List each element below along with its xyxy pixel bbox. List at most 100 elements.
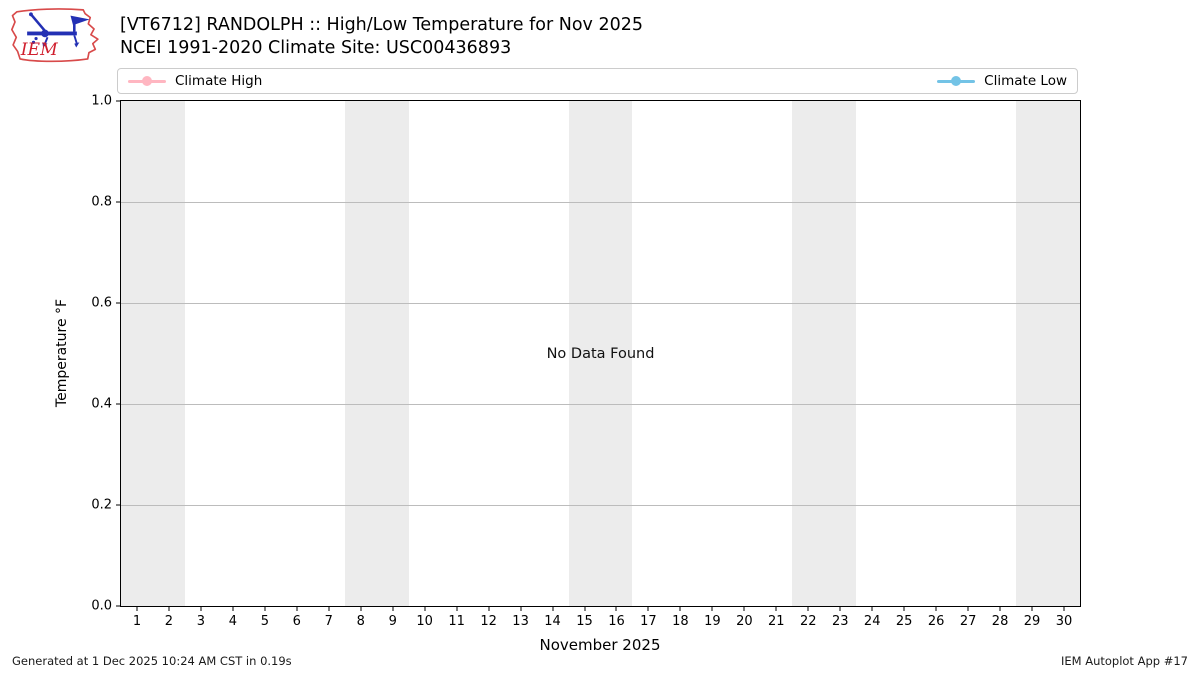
legend-label-climate-low: Climate Low [984, 73, 1067, 89]
x-tick-mark [1031, 606, 1033, 611]
x-tick-label: 26 [927, 614, 945, 629]
legend: Climate High Climate Low [117, 68, 1078, 94]
x-tick-label: 1 [132, 614, 142, 629]
title-line-2: NCEI 1991-2020 Climate Site: USC00436893 [120, 38, 512, 58]
weekend-band [344, 101, 409, 606]
x-tick-mark [871, 606, 873, 611]
x-tick-label: 15 [576, 614, 593, 629]
y-tick-mark [116, 403, 121, 405]
x-tick-label: 24 [863, 614, 881, 629]
x-tick-label: 28 [991, 614, 1009, 629]
x-tick-mark [903, 606, 905, 611]
x-tick-mark [168, 606, 170, 611]
x-tick-mark [935, 606, 937, 611]
x-tick-label: 19 [704, 614, 721, 629]
iowa-outline-icon [10, 8, 99, 63]
x-tick-mark [584, 606, 586, 611]
y-gridline [121, 202, 1080, 203]
x-tick-label: 5 [260, 614, 269, 629]
x-tick-mark [200, 606, 202, 611]
app-credit: IEM Autoplot App #17 [1060, 654, 1188, 668]
x-tick-label: 11 [448, 614, 465, 629]
y-tick-mark [116, 504, 121, 506]
x-tick-label: 25 [895, 614, 913, 629]
x-tick-label: 17 [640, 614, 657, 629]
climate-high-marker-icon [128, 75, 166, 88]
y-tick-label: 0.6 [91, 295, 112, 311]
y-tick-label: 0.8 [91, 194, 112, 210]
weekend-band [568, 101, 633, 606]
y-tick-mark [116, 605, 121, 607]
x-tick-mark [967, 606, 969, 611]
x-tick-label: 7 [324, 614, 333, 629]
x-tick-label: 8 [356, 614, 365, 629]
x-axis-label: November 2025 [539, 636, 661, 654]
generated-timestamp: Generated at 1 Dec 2025 10:24 AM CST in … [12, 654, 292, 668]
x-tick-mark [456, 606, 458, 611]
x-tick-mark [1063, 606, 1065, 611]
x-tick-label: 13 [512, 614, 529, 629]
weekend-band [1016, 101, 1080, 606]
x-tick-label: 14 [544, 614, 561, 629]
weekend-band [121, 101, 185, 606]
x-tick-mark [232, 606, 234, 611]
x-tick-label: 6 [292, 614, 301, 629]
x-tick-label: 21 [768, 614, 785, 629]
x-tick-mark [296, 606, 298, 611]
x-tick-label: 4 [228, 614, 238, 629]
x-tick-label: 22 [800, 614, 817, 629]
x-tick-mark [488, 606, 490, 611]
iem-logo: IEM [10, 8, 99, 63]
y-tick-label: 1.0 [91, 93, 112, 109]
y-tick-label: 0.0 [91, 598, 112, 614]
x-tick-mark [711, 606, 713, 611]
legend-item-climate-high: Climate High [128, 73, 262, 89]
x-tick-mark [552, 606, 554, 611]
plot-area: No Data Found 0.0 0.2 0.4 0.6 0.8 1.0 1 2 3 4 5 6 7 8… [91, 94, 1081, 629]
x-tick-mark [136, 606, 138, 611]
logo-iem-text: IEM [20, 40, 58, 60]
y-gridline [121, 505, 1080, 506]
x-tick-label: 3 [196, 614, 206, 629]
x-tick-mark [743, 606, 745, 611]
x-tick-mark [679, 606, 681, 611]
climate-low-marker-icon [937, 75, 976, 88]
x-tick-label: 29 [1023, 614, 1041, 629]
weekend-band [792, 101, 857, 606]
x-tick-label: 9 [388, 614, 397, 629]
chart-title: [VT6712] RANDOLPH :: High/Low Temperatur… [120, 14, 643, 60]
y-tick-label: 0.2 [91, 497, 112, 513]
legend-item-climate-low: Climate Low [937, 73, 1067, 89]
y-gridline [121, 404, 1080, 405]
y-tick-mark [116, 201, 121, 203]
x-tick-mark [424, 606, 426, 611]
x-tick-label: 23 [831, 614, 849, 629]
x-tick-mark [264, 606, 266, 611]
x-tick-label: 30 [1055, 614, 1073, 629]
y-tick-label: 0.4 [91, 396, 112, 412]
x-tick-label: 18 [672, 614, 689, 629]
x-tick-label: 12 [480, 614, 497, 629]
x-tick-mark [647, 606, 649, 611]
title-line-1: [VT6712] RANDOLPH :: High/Low Temperatur… [120, 15, 643, 35]
x-tick-mark [360, 606, 362, 611]
x-tick-mark [520, 606, 522, 611]
x-tick-label: 16 [608, 614, 625, 629]
y-tick-mark [116, 100, 121, 102]
weathervane-icon [27, 12, 90, 48]
x-tick-label: 27 [959, 614, 977, 629]
no-data-annotation: No Data Found [546, 345, 655, 362]
x-tick-mark [392, 606, 394, 611]
x-tick-label: 2 [164, 614, 174, 629]
y-gridline [121, 303, 1080, 304]
x-tick-label: 10 [416, 614, 433, 629]
x-tick-mark [775, 606, 777, 611]
x-tick-mark [807, 606, 809, 611]
x-tick-mark [615, 606, 617, 611]
y-tick-mark [116, 302, 121, 304]
x-tick-mark [839, 606, 841, 611]
x-tick-label: 20 [736, 614, 753, 629]
legend-label-climate-high: Climate High [175, 73, 263, 89]
x-tick-mark [999, 606, 1001, 611]
